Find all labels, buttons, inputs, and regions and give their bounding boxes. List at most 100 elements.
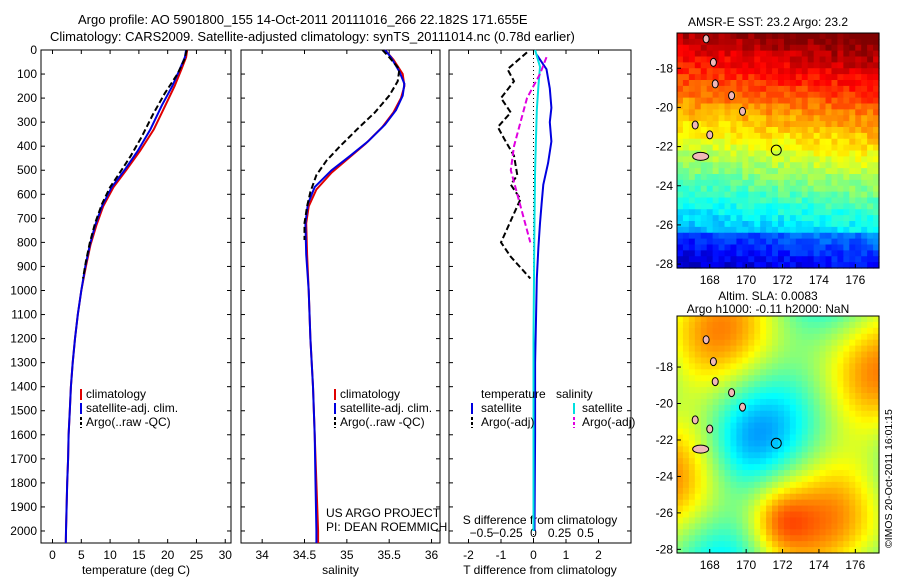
map-cell [843, 156, 850, 163]
map-cell [801, 132, 809, 140]
map-cell [677, 238, 684, 246]
map-cell [789, 487, 797, 495]
map-cell [861, 174, 868, 181]
map-cell [688, 185, 696, 193]
map-cell [825, 144, 833, 152]
map-cell [849, 115, 856, 122]
map-cell [807, 174, 815, 181]
map-cell [843, 381, 850, 388]
map-cell [867, 132, 874, 140]
map-cell [772, 505, 779, 513]
map-cell [682, 541, 690, 548]
map-cell [760, 74, 767, 81]
map-cell [736, 103, 743, 110]
map-cell [801, 191, 809, 199]
map-cell [789, 174, 797, 181]
map-cell [819, 238, 827, 246]
map-cell [742, 50, 749, 58]
map-cell [682, 109, 690, 116]
map-cell [807, 74, 815, 81]
x-tick-label: 172 [773, 273, 793, 287]
map-cell [706, 434, 714, 442]
map-cell [855, 162, 862, 169]
map-cell [849, 541, 856, 548]
map-cell [748, 121, 755, 128]
map-cell [778, 434, 785, 442]
map-cell [694, 440, 702, 447]
map-cell [754, 209, 761, 216]
map-cell [861, 363, 868, 370]
y-tick-label: 300 [17, 115, 37, 129]
map-cell [677, 226, 684, 234]
plot-title-line1: Argo profile: AO 5901800_155 14-Oct-2011… [78, 12, 528, 27]
map-cell [706, 179, 714, 187]
map-cell [754, 168, 761, 175]
map-cell [742, 74, 749, 81]
map-cell [706, 481, 714, 489]
map-cell [837, 115, 844, 122]
map-cell [819, 132, 827, 140]
map-cell [724, 381, 732, 388]
map-cell [807, 470, 815, 477]
map-cell [867, 321, 874, 329]
map-cell [801, 398, 809, 406]
map-cell [694, 250, 702, 257]
map-cell [760, 316, 767, 323]
map-cell [718, 446, 726, 453]
map-cell [718, 434, 726, 442]
map-cell [843, 547, 850, 554]
map-cell [754, 547, 761, 554]
map-cell [694, 339, 702, 347]
map-cell [825, 91, 833, 99]
map-cell [831, 80, 839, 87]
map-cell [712, 387, 720, 394]
map-cell [718, 174, 726, 181]
map-cell [766, 458, 773, 465]
map-cell [742, 393, 749, 400]
map-cell [801, 505, 809, 513]
map-cell [813, 50, 821, 58]
map-cell [825, 179, 833, 187]
map-cell [819, 85, 827, 93]
map-cell [861, 127, 868, 134]
map-cell [694, 226, 702, 234]
map-cell [682, 50, 690, 58]
map-cell [706, 38, 714, 46]
map-cell [783, 168, 791, 175]
map-cell [742, 517, 749, 524]
map-cell [677, 127, 684, 134]
map-cell [736, 132, 743, 140]
map-cell [766, 50, 773, 58]
map-cell [778, 226, 785, 234]
map-cell [801, 74, 809, 81]
map-cell [718, 62, 726, 69]
map-cell [766, 85, 773, 93]
map-cell [855, 144, 862, 152]
map-cell [766, 523, 773, 530]
legend-title-temperature: temperature [481, 387, 546, 401]
map-cell [801, 56, 809, 63]
map-cell [813, 475, 821, 483]
map-cell [688, 321, 696, 329]
map-cell [795, 398, 803, 406]
map-cell [754, 446, 761, 453]
map-cell [736, 541, 743, 548]
map-cell [724, 363, 732, 370]
y-tick-label: 1500 [10, 404, 37, 418]
map-cell [813, 321, 821, 329]
map-cell [849, 209, 856, 216]
map-cell [682, 404, 690, 412]
map-cell [795, 511, 803, 519]
map-cell [795, 333, 803, 341]
map-cell [843, 316, 850, 323]
map-cell [760, 541, 767, 548]
map-cell [724, 191, 732, 199]
map-cell [694, 327, 702, 335]
map-cell [730, 369, 738, 376]
map-cell [837, 475, 844, 483]
map-cell [795, 162, 803, 169]
map-cell [801, 80, 809, 87]
map-cell [855, 363, 862, 370]
map-cell [873, 38, 880, 46]
map-cell [813, 375, 821, 382]
